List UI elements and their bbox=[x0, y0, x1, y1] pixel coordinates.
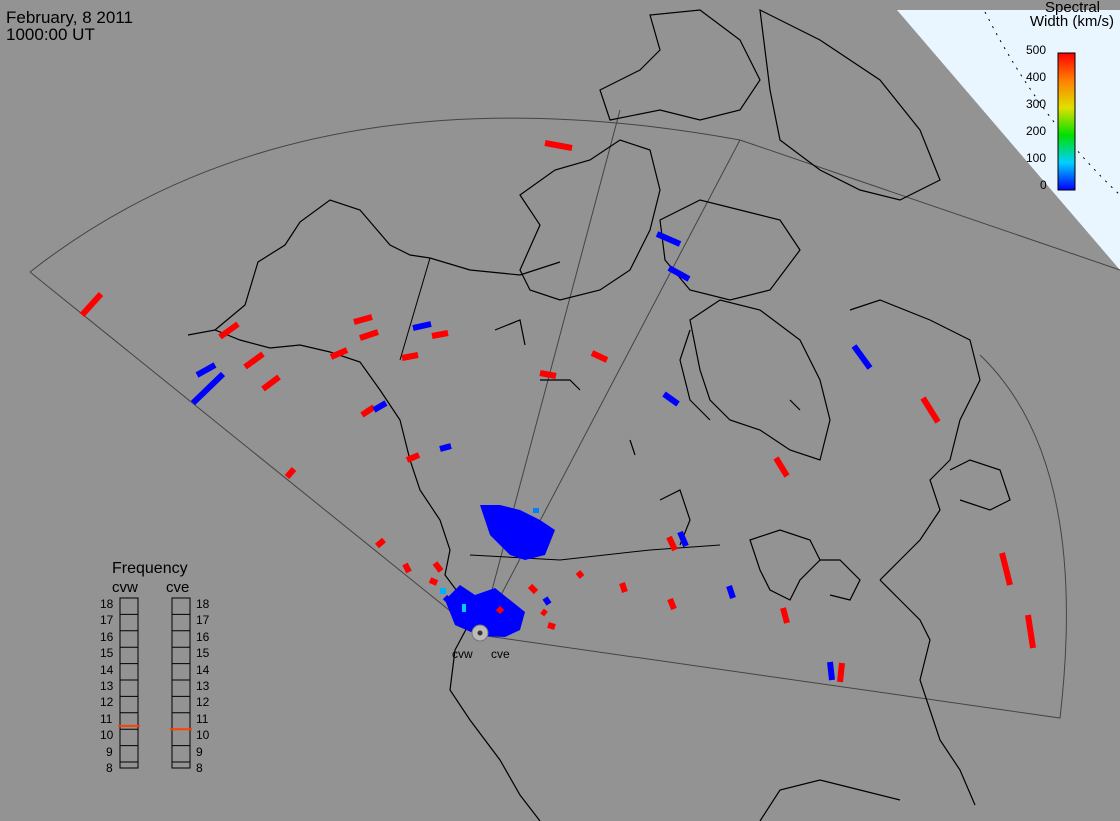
scatter-cell bbox=[827, 661, 835, 681]
scatter-cell bbox=[666, 535, 678, 552]
frequency-level-label: 15 bbox=[100, 646, 114, 661]
frequency-level-label: 17 bbox=[196, 613, 210, 628]
frequency-level-label: 16 bbox=[196, 629, 210, 644]
scatter-cell bbox=[726, 585, 736, 599]
scatter-cell bbox=[540, 608, 548, 617]
legend-title-line1: Spectral bbox=[1044, 0, 1100, 16]
scatter-cell bbox=[851, 344, 873, 370]
frequency-level-label: 16 bbox=[100, 629, 114, 644]
radar-fov bbox=[29, 109, 1120, 719]
frequency-level-label: 12 bbox=[100, 695, 114, 710]
scatter-cell bbox=[372, 400, 388, 413]
scatter-cell bbox=[401, 352, 419, 361]
scatter-cell bbox=[353, 314, 373, 325]
polar-corner bbox=[897, 10, 1120, 270]
scatter-cell bbox=[667, 265, 691, 282]
scatter-cell bbox=[655, 231, 682, 247]
scatter-cell bbox=[920, 396, 941, 424]
frequency-level-label: 14 bbox=[100, 662, 114, 677]
radar-scatter-cluster bbox=[440, 505, 555, 637]
scatter-cell bbox=[999, 552, 1013, 586]
scatter-cell bbox=[375, 537, 386, 549]
frequency-level-label: 18 bbox=[196, 597, 210, 611]
frequency-level-label: 11 bbox=[196, 711, 209, 726]
frequency-level-label: 10 bbox=[196, 728, 210, 743]
scatter-cell bbox=[527, 583, 539, 595]
frequency-level-label: 8 bbox=[106, 761, 113, 775]
frequency-level-label: 10 bbox=[100, 728, 114, 743]
frequency-title: Frequency bbox=[112, 560, 188, 577]
legend-title-line2: Width (km/s) bbox=[1029, 13, 1114, 30]
scatter-cell bbox=[402, 562, 412, 574]
frequency-columns bbox=[119, 597, 191, 769]
frequency-grid bbox=[120, 613, 190, 763]
scatter-cell bbox=[261, 374, 281, 392]
scatter-cell bbox=[329, 347, 349, 360]
frequency-level-label: 17 bbox=[100, 613, 114, 628]
spectral-width-markers bbox=[79, 140, 1036, 683]
scatter-cell bbox=[780, 607, 790, 624]
frequency-level-label: 15 bbox=[196, 646, 210, 661]
scatter-cell bbox=[442, 594, 455, 607]
legend-tick: 200 bbox=[1026, 124, 1047, 138]
legend-tick: 0 bbox=[1040, 178, 1047, 192]
scatter-cell bbox=[575, 570, 585, 579]
frequency-level-label: 13 bbox=[196, 679, 210, 693]
legend-tick: 100 bbox=[1026, 151, 1047, 165]
scatter-cell bbox=[662, 391, 680, 407]
scatter-cell bbox=[432, 561, 444, 573]
frequency-level-label: 8 bbox=[196, 761, 203, 775]
spectral-width-scale-bar bbox=[1057, 52, 1076, 191]
coastlines bbox=[187, 8, 1011, 821]
scatter-cell bbox=[837, 662, 845, 683]
scatter-cell bbox=[542, 596, 552, 606]
scatter-cell bbox=[544, 140, 573, 151]
frequency-level-label: 9 bbox=[196, 744, 203, 759]
scatter-cell bbox=[243, 351, 265, 370]
scatter-cell bbox=[619, 582, 628, 593]
scatter-cell bbox=[773, 456, 790, 478]
map-time: 1000:00 UT bbox=[6, 25, 95, 44]
scatter-cell bbox=[218, 321, 240, 340]
scatter-cell bbox=[360, 404, 376, 418]
scatter-cell bbox=[79, 291, 104, 318]
scatter-cell bbox=[677, 530, 689, 548]
scatter-cell bbox=[195, 362, 217, 378]
scatter-cell bbox=[590, 350, 609, 363]
frequency-level-label: 9 bbox=[106, 744, 113, 759]
scatter-cell bbox=[431, 330, 449, 339]
scatter-cell bbox=[190, 371, 226, 406]
frequency-radar-cve: cve bbox=[166, 579, 190, 596]
radar-label-cvw: cvw bbox=[452, 647, 473, 661]
polar-arc bbox=[984, 11, 1120, 196]
scatter-cell bbox=[495, 605, 505, 615]
scatter-cell bbox=[1025, 614, 1036, 649]
frequency-level-label: 13 bbox=[100, 679, 114, 693]
scatter-cell bbox=[667, 597, 677, 611]
scatter-cell bbox=[439, 443, 452, 452]
frequency-radar-cvw: cvw bbox=[112, 579, 138, 596]
scatter-cell bbox=[539, 370, 557, 379]
frequency-level-label: 14 bbox=[196, 662, 210, 677]
scatter-cell bbox=[284, 467, 297, 479]
scatter-cell bbox=[412, 321, 432, 331]
legend-tick: 400 bbox=[1026, 70, 1047, 84]
legend-tick: 500 bbox=[1026, 43, 1047, 57]
map-date: February, 8 2011 bbox=[6, 8, 133, 27]
radar-label-cve: cve bbox=[491, 647, 510, 661]
borders bbox=[399, 257, 721, 561]
frequency-level-label: 11 bbox=[100, 711, 113, 726]
scatter-cell bbox=[405, 452, 421, 463]
scatter-cell bbox=[547, 622, 556, 630]
scatter-cell bbox=[428, 577, 439, 586]
scatter-cell bbox=[359, 329, 379, 341]
frequency-level-label: 18 bbox=[100, 597, 114, 611]
legend-tick: 300 bbox=[1026, 97, 1047, 111]
frequency-level-label: 12 bbox=[196, 695, 210, 710]
